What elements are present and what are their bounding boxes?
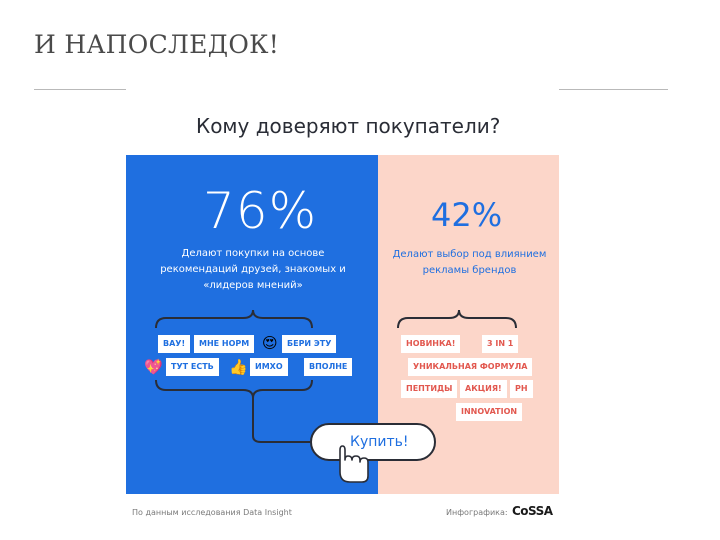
buy-button-label: Купить! (350, 434, 409, 450)
tag-innovation: INNOVATION (456, 403, 523, 421)
tag-ph: PH (510, 380, 533, 398)
right-percent: 42% (431, 196, 503, 234)
tag-wow: ВАУ! (158, 335, 191, 353)
tag-quite: ВПОЛНЕ (304, 358, 353, 376)
thumbs-up-emoji: 👍 (229, 358, 248, 376)
brace-connectors (155, 309, 517, 443)
tag-take-this: БЕРИ ЭТУ (282, 335, 337, 353)
right-description: Делают выбор под влиянием рекламы брендо… (392, 249, 547, 276)
left-percent: 76% (203, 182, 318, 240)
cossa-logo: CoSSA (512, 504, 553, 518)
tag-3in1: 3 IN 1 (482, 335, 519, 353)
title-rule-right (559, 89, 668, 90)
tag-imho: ИМХО (250, 358, 288, 376)
sparkling-heart-emoji: 💖 (144, 358, 163, 376)
left-top-brace (155, 309, 313, 329)
footer-source: По данным исследования Data Insight (132, 508, 292, 517)
slide-title: И НАПОСЛЕДОК! (34, 30, 280, 59)
infographic: Кому доверяют покупатели? 76% 42% Делают… (126, 90, 559, 528)
tag-ok-for-me: МНЕ НОРМ (194, 335, 255, 353)
right-top-brace (397, 309, 517, 329)
question-header: Кому доверяют покупатели? (126, 90, 559, 155)
left-bottom-brace (155, 379, 313, 399)
tag-new: НОВИНКА! (401, 335, 461, 353)
question-text: Кому доверяют покупатели? (196, 114, 501, 138)
tag-sale: АКЦИЯ! (460, 380, 507, 398)
title-rule-left (34, 89, 126, 90)
connector-line (252, 398, 310, 443)
left-description: Делают покупки на основе рекомендаций др… (160, 248, 346, 291)
heart-eyes-emoji: 😍 (262, 334, 278, 352)
buy-button (310, 423, 436, 461)
tag-unique-formula: УНИКАЛЬНАЯ ФОРМУЛА (408, 358, 533, 376)
tag-its-here: ТУТ ЕСТЬ (166, 358, 219, 376)
footer-credit: Инфографика: (446, 508, 508, 517)
tag-peptides: ПЕПТИДЫ (401, 380, 458, 398)
